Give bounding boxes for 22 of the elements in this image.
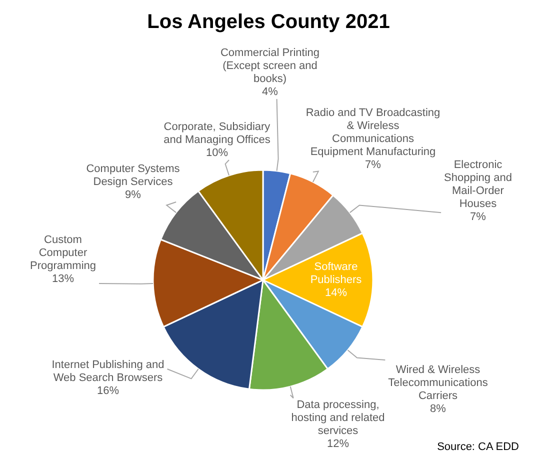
slice-label: Data processing, hosting and related services	[291, 399, 385, 437]
data-label: 14%	[324, 287, 348, 299]
slice-label: Internet Publishing and Web Search Browsers	[52, 359, 164, 384]
data-label: 12%	[326, 438, 350, 450]
slice-label: Custom Computer Programming	[30, 234, 96, 272]
slice-label: Corporate, Subsidiary and Managing Offices	[164, 121, 271, 146]
slice-label: Electronic Shopping and Mail-Order Houses	[444, 159, 512, 210]
slice-label: Commercial Printing (Except screen and books)	[220, 47, 320, 85]
chart-title: Los Angeles County 2021	[147, 11, 390, 33]
data-label: 8%	[430, 403, 446, 415]
data-label: 7%	[470, 211, 486, 223]
data-label: 13%	[52, 273, 74, 285]
slice-label: Software Publishers	[310, 261, 362, 286]
data-label: 10%	[206, 147, 228, 159]
data-label: 9%	[125, 189, 142, 201]
slice-label: Radio and TV Broadcasting & Wireless Communications Equipment Manufacturing	[306, 107, 440, 158]
slice-label: Computer Systems Design Services	[86, 163, 180, 188]
source-note: Source: CA EDD	[437, 441, 520, 453]
data-label: 7%	[365, 159, 382, 171]
slice-label: Wired & Wireless Telecommunications Carriers	[388, 364, 488, 402]
data-label: 16%	[96, 385, 120, 397]
data-label: 4%	[262, 86, 278, 98]
